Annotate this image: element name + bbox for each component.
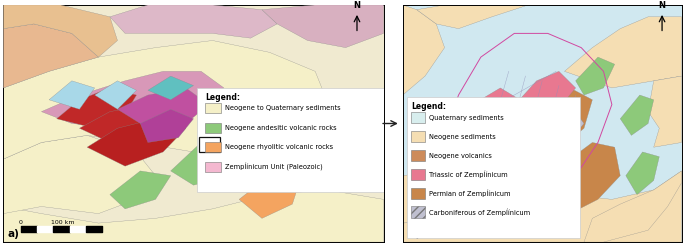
Bar: [407, 97, 580, 238]
Polygon shape: [626, 152, 659, 195]
Text: N: N: [353, 1, 360, 10]
Polygon shape: [403, 171, 486, 223]
Bar: [411, 131, 425, 143]
Polygon shape: [95, 81, 136, 109]
Polygon shape: [564, 17, 682, 88]
Polygon shape: [239, 176, 300, 218]
Text: Triassic of Zempĺínicum: Triassic of Zempĺínicum: [429, 171, 508, 178]
Bar: [411, 206, 425, 218]
Polygon shape: [520, 104, 584, 157]
Polygon shape: [3, 24, 99, 88]
Bar: [205, 123, 221, 133]
Text: 100 km: 100 km: [51, 220, 74, 225]
Text: Neogene sediments: Neogene sediments: [429, 134, 496, 140]
Bar: [205, 162, 221, 172]
Polygon shape: [509, 71, 575, 128]
Text: a): a): [8, 228, 19, 239]
Bar: [205, 143, 221, 152]
Polygon shape: [3, 41, 327, 159]
Polygon shape: [3, 135, 155, 214]
Bar: [205, 103, 221, 113]
Polygon shape: [3, 5, 118, 57]
Bar: [199, 137, 220, 152]
Polygon shape: [3, 190, 384, 242]
Text: Carboniferous of Zempĺínicum: Carboniferous of Zempĺínicum: [429, 209, 530, 216]
Polygon shape: [49, 81, 95, 109]
Text: Neogene rhyolitic volcanic rocks: Neogene rhyolitic volcanic rocks: [225, 144, 334, 150]
Text: Neogene andesitic volcanic rocks: Neogene andesitic volcanic rocks: [225, 125, 337, 131]
Text: Zempĺínicum Unit (Paleozoic): Zempĺínicum Unit (Paleozoic): [225, 163, 323, 171]
Polygon shape: [416, 5, 528, 29]
Polygon shape: [171, 119, 300, 185]
Text: Legend:: Legend:: [411, 102, 446, 111]
Bar: [197, 88, 384, 192]
Polygon shape: [620, 95, 653, 135]
Polygon shape: [648, 76, 682, 147]
Polygon shape: [584, 171, 682, 242]
Polygon shape: [57, 88, 136, 128]
Bar: [411, 187, 425, 199]
Polygon shape: [575, 57, 614, 95]
Text: Neogene volcanics: Neogene volcanics: [429, 152, 492, 159]
Bar: [411, 168, 425, 180]
Polygon shape: [140, 109, 194, 143]
Polygon shape: [148, 76, 194, 100]
Polygon shape: [262, 5, 384, 48]
Polygon shape: [548, 143, 620, 214]
Text: Neogene to Quaternary sediments: Neogene to Quaternary sediments: [225, 105, 341, 111]
Text: Permian of Zempĺínicum: Permian of Zempĺínicum: [429, 190, 511, 197]
Text: Legend:: Legend:: [205, 93, 240, 102]
Bar: [411, 112, 425, 124]
Text: 0: 0: [18, 220, 23, 225]
Polygon shape: [486, 88, 593, 176]
Polygon shape: [110, 171, 171, 209]
Text: Quaternary sediments: Quaternary sediments: [429, 115, 504, 121]
Polygon shape: [492, 128, 564, 195]
Bar: [411, 150, 425, 162]
Polygon shape: [403, 5, 445, 95]
Polygon shape: [118, 88, 209, 128]
Polygon shape: [403, 171, 682, 242]
Polygon shape: [224, 100, 338, 152]
Text: b): b): [408, 228, 421, 239]
Polygon shape: [453, 88, 520, 147]
Text: N: N: [658, 1, 666, 10]
Text: 3 km: 3 km: [443, 220, 458, 225]
Polygon shape: [87, 119, 186, 166]
Polygon shape: [110, 5, 277, 38]
Polygon shape: [79, 104, 171, 143]
Polygon shape: [41, 71, 224, 128]
Text: 0: 0: [418, 220, 421, 225]
